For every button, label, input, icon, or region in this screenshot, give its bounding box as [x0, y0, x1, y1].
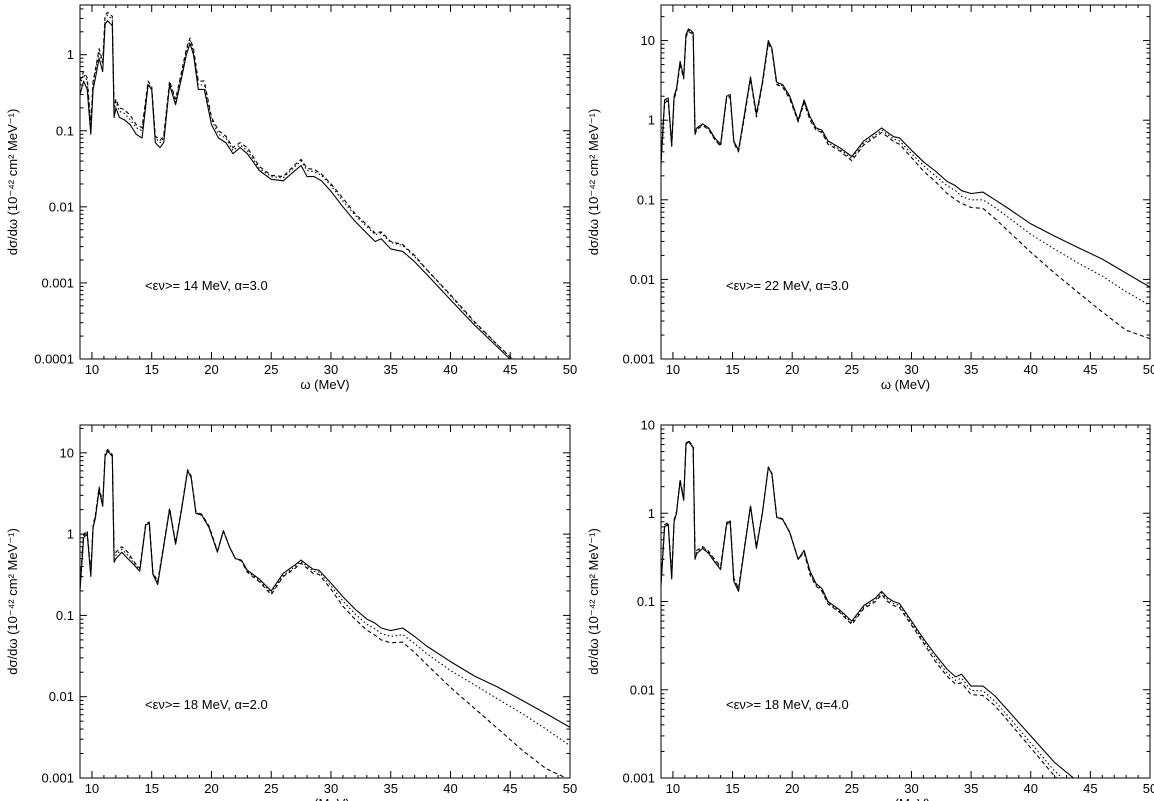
x-tick-label: 20 [785, 781, 799, 796]
y-tick-label: 10 [60, 445, 74, 460]
x-tick-label: 40 [1023, 781, 1037, 796]
x-tick-label: 50 [563, 362, 577, 377]
x-tick-label: 50 [1143, 362, 1154, 377]
series-line-dashed [661, 439, 1058, 778]
x-tick-label: 30 [904, 781, 918, 796]
x-tick-label: 25 [264, 781, 278, 796]
x-axis-label: ω (MeV) [881, 377, 930, 392]
plot-frame [660, 4, 1151, 360]
x-tick-label: 35 [383, 362, 397, 377]
y-tick-label: 0.001 [622, 771, 655, 786]
x-tick-label: 35 [964, 781, 978, 796]
y-tick-label: 0.001 [41, 275, 74, 290]
y-tick-label: 0.01 [49, 199, 74, 214]
x-tick-label: 10 [85, 362, 99, 377]
x-tick-label: 40 [443, 362, 457, 377]
annotation-label: <εν>= 22 MeV, α=3.0 [726, 278, 849, 293]
x-axis-label: ω (MeV) [881, 796, 930, 801]
series-line-solid [661, 28, 1150, 288]
x-tick-label: 45 [503, 781, 517, 796]
x-tick-label: 25 [845, 781, 859, 796]
y-tick-label: 10 [641, 33, 655, 48]
x-tick-label: 35 [964, 362, 978, 377]
y-tick-label: 0.1 [637, 192, 655, 207]
chart-panel-1: 10 15 20 25 30 35 40 45 50 0.0001 0.001 0.01 0.1 1 <εν… [5, 4, 577, 392]
y-tick-label: 10 [641, 418, 655, 433]
annotation-label: <εν>= 18 MeV, α=4.0 [726, 697, 849, 712]
x-tick-label: 15 [725, 362, 739, 377]
x-axis-label: ω (MeV) [300, 796, 349, 801]
series-group [661, 28, 1150, 340]
x-tick-label: 10 [85, 781, 99, 796]
y-tick-label: 0.01 [630, 272, 655, 287]
x-tick-label: 45 [503, 362, 517, 377]
y-tick-label: 0.1 [56, 123, 74, 138]
y-tick-label: 1 [648, 506, 655, 521]
x-tick-label: 15 [725, 781, 739, 796]
series-line-dotted [80, 14, 514, 359]
series-line-solid [80, 450, 570, 728]
series-line-solid [661, 440, 1075, 778]
series-line-dotted [80, 449, 570, 747]
y-axis-label: dσ/dω (10⁻⁴² cm² MeV⁻¹) [5, 109, 20, 256]
y-tick-label: 0.0001 [34, 352, 74, 367]
y-tick-label: 0.1 [56, 608, 74, 623]
x-tick-label: 30 [324, 362, 338, 377]
chart-panel-3: 10 15 20 25 30 35 40 45 50 0.001 0.01 0.1 1 10 <εν>= 1… [5, 424, 577, 801]
series-group [80, 448, 570, 778]
plot-frame [79, 4, 571, 360]
series-line-dashed [80, 11, 514, 359]
plot-frame [79, 424, 571, 779]
x-tick-label: 20 [204, 781, 218, 796]
y-tick-label: 1 [67, 527, 74, 542]
y-tick-label: 0.01 [630, 682, 655, 697]
x-tick-label: 25 [264, 362, 278, 377]
x-tick-label: 20 [204, 362, 218, 377]
y-tick-label: 0.1 [637, 594, 655, 609]
x-tick-label: 45 [1083, 362, 1097, 377]
x-tick-label: 40 [443, 781, 457, 796]
annotation-label: <εν>= 18 MeV, α=2.0 [145, 697, 268, 712]
y-axis-label: dσ/dω (10⁻⁴² cm² MeV⁻¹) [5, 528, 20, 675]
series-line-solid [80, 20, 511, 359]
y-axis-label: dσ/dω (10⁻⁴² cm² MeV⁻¹) [586, 109, 601, 256]
x-tick-label: 30 [904, 362, 918, 377]
chart-panel-2: 10 15 20 25 30 35 40 45 50 0.001 0.01 0.1 1 10 <εν>= 2… [586, 4, 1154, 392]
y-axis-label: dσ/dω (10⁻⁴² cm² MeV⁻¹) [586, 528, 601, 675]
y-tick-label: 0.001 [41, 771, 74, 786]
x-tick-label: 35 [383, 781, 397, 796]
y-tick-label: 1 [67, 47, 74, 62]
y-tick-label: 0.01 [49, 689, 74, 704]
x-tick-label: 20 [785, 362, 799, 377]
x-tick-label: 25 [845, 362, 859, 377]
plot-frame [660, 424, 1151, 779]
series-line-dashed [661, 30, 1150, 340]
y-tick-label: 1 [648, 113, 655, 128]
x-tick-label: 50 [1143, 781, 1154, 796]
chart-panel-4: 10 15 20 25 30 35 40 45 50 0.001 0.01 0.1 1 10 <εν>= 1… [586, 418, 1154, 801]
series-line-dashed [80, 448, 568, 778]
series-group [80, 11, 514, 359]
x-tick-label: 10 [666, 781, 680, 796]
x-tick-label: 40 [1023, 362, 1037, 377]
x-tick-label: 15 [144, 362, 158, 377]
annotation-label: <εν>= 14 MeV, α=3.0 [145, 278, 268, 293]
series-line-dotted [661, 440, 1064, 778]
x-tick-label: 30 [324, 781, 338, 796]
x-axis-label: ω (MeV) [300, 377, 349, 392]
x-tick-label: 10 [666, 362, 680, 377]
x-tick-label: 50 [563, 781, 577, 796]
x-tick-label: 45 [1083, 781, 1097, 796]
y-tick-label: 0.001 [622, 352, 655, 367]
series-group [661, 439, 1075, 778]
x-tick-label: 15 [144, 781, 158, 796]
series-line-dotted [661, 29, 1150, 306]
